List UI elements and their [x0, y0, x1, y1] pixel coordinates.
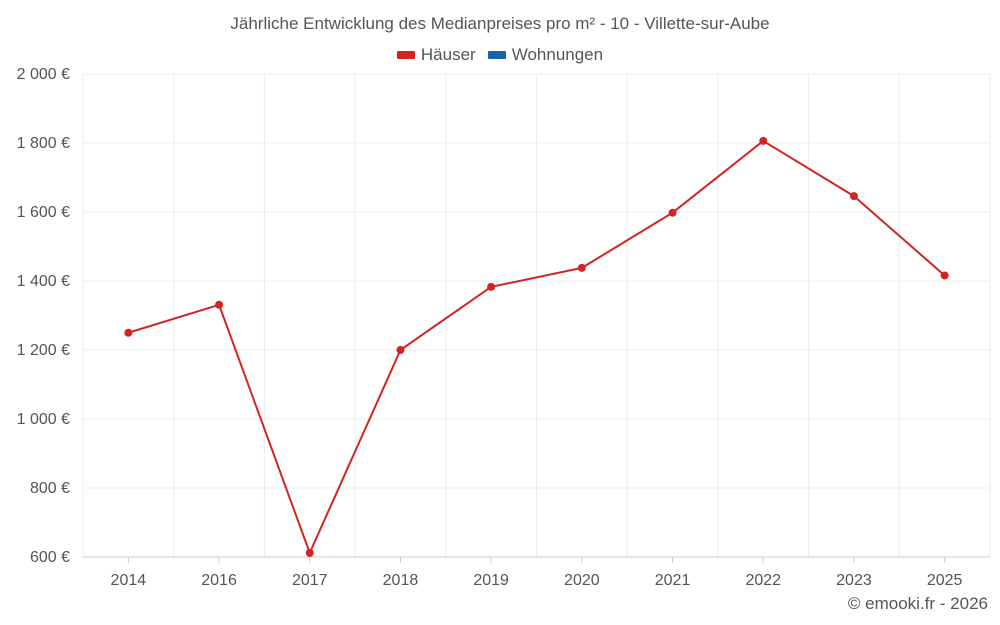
legend-item-apartments[interactable]: Wohnungen: [487, 45, 604, 65]
data-point[interactable]: [305, 548, 314, 557]
y-tick-label: 800 €: [30, 480, 70, 497]
y-tick-label: 1 600 €: [17, 204, 70, 221]
legend: Häuser Wohnungen: [0, 45, 1000, 65]
series-layer: [124, 136, 949, 557]
data-point[interactable]: [396, 346, 405, 354]
y-tick-label: 600 €: [30, 549, 70, 566]
data-point[interactable]: [668, 208, 677, 217]
x-tick-label: 2016: [201, 572, 237, 589]
legend-label-apartments: Wohnungen: [511, 45, 604, 64]
series-line-0: [128, 139, 946, 554]
legend-swatch-houses: [396, 51, 415, 59]
x-tick-label: 2019: [473, 572, 509, 589]
x-tick-label: 2022: [745, 572, 781, 589]
legend-label-houses: Häuser: [420, 45, 476, 64]
data-point[interactable]: [849, 192, 858, 201]
data-point[interactable]: [759, 136, 768, 145]
x-tick-label: 2025: [927, 572, 963, 589]
axes: 600 € 800 € 1 000 € 1 200 € 1 400 € 1 600 € 1 …: [17, 66, 990, 589]
y-tick-label: 1 200 €: [17, 342, 70, 359]
x-tick-label: 2014: [111, 572, 147, 589]
data-point[interactable]: [124, 328, 133, 337]
x-tick-label: 2018: [383, 572, 419, 589]
y-tick-label: 2 000 €: [17, 66, 70, 83]
data-point[interactable]: [940, 271, 949, 280]
copyright-text: © emooki.fr - 2026: [847, 594, 988, 613]
x-tick-label: 2017: [292, 572, 328, 589]
y-tick-label: 1 800 €: [17, 135, 70, 152]
y-tick-label: 1 400 €: [17, 273, 70, 290]
y-tick-label: 1 000 €: [17, 411, 70, 428]
grid: [82, 73, 991, 558]
x-tick-label: 2023: [836, 572, 872, 589]
x-tick-label: 2020: [564, 572, 600, 589]
legend-item-houses[interactable]: Häuser: [396, 45, 476, 65]
data-point[interactable]: [487, 282, 496, 291]
x-tick-label: 2021: [655, 572, 691, 589]
data-point[interactable]: [215, 300, 224, 309]
chart-title: Jährliche Entwicklung des Medianpreises …: [230, 14, 770, 33]
data-point[interactable]: [577, 263, 586, 272]
legend-swatch-apartments: [487, 51, 506, 59]
